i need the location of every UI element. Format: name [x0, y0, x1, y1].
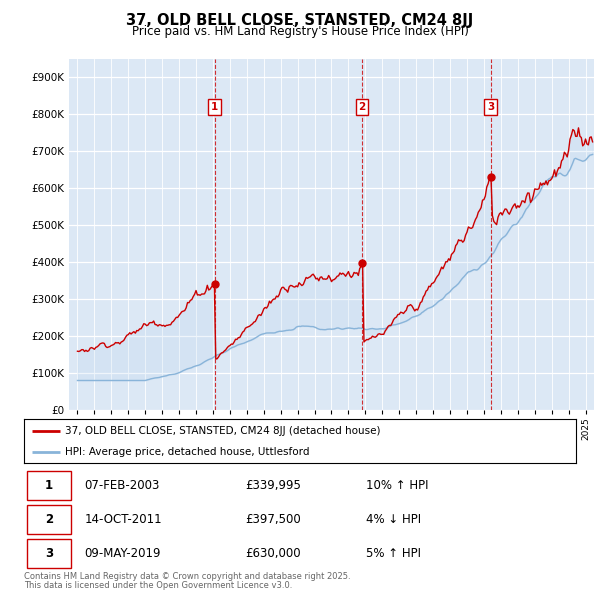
Text: 07-FEB-2003: 07-FEB-2003	[85, 479, 160, 492]
Text: £339,995: £339,995	[245, 479, 301, 492]
Text: 2: 2	[358, 102, 365, 112]
FancyBboxPatch shape	[27, 471, 71, 500]
Text: £397,500: £397,500	[245, 513, 301, 526]
Text: 3: 3	[487, 102, 494, 112]
Text: Price paid vs. HM Land Registry's House Price Index (HPI): Price paid vs. HM Land Registry's House …	[131, 25, 469, 38]
Text: 09-MAY-2019: 09-MAY-2019	[85, 548, 161, 560]
Text: HPI: Average price, detached house, Uttlesford: HPI: Average price, detached house, Uttl…	[65, 447, 310, 457]
Text: 2: 2	[45, 513, 53, 526]
Text: 37, OLD BELL CLOSE, STANSTED, CM24 8JJ (detached house): 37, OLD BELL CLOSE, STANSTED, CM24 8JJ (…	[65, 427, 381, 436]
FancyBboxPatch shape	[27, 539, 71, 568]
Text: 1: 1	[45, 479, 53, 492]
Text: This data is licensed under the Open Government Licence v3.0.: This data is licensed under the Open Gov…	[24, 581, 292, 590]
Text: 37, OLD BELL CLOSE, STANSTED, CM24 8JJ: 37, OLD BELL CLOSE, STANSTED, CM24 8JJ	[127, 13, 473, 28]
Text: 4% ↓ HPI: 4% ↓ HPI	[366, 513, 421, 526]
Text: 5% ↑ HPI: 5% ↑ HPI	[366, 548, 421, 560]
Text: £630,000: £630,000	[245, 548, 301, 560]
Text: 3: 3	[45, 548, 53, 560]
FancyBboxPatch shape	[27, 505, 71, 535]
Text: Contains HM Land Registry data © Crown copyright and database right 2025.: Contains HM Land Registry data © Crown c…	[24, 572, 350, 581]
Text: 1: 1	[211, 102, 218, 112]
Text: 10% ↑ HPI: 10% ↑ HPI	[366, 479, 429, 492]
Text: 14-OCT-2011: 14-OCT-2011	[85, 513, 163, 526]
